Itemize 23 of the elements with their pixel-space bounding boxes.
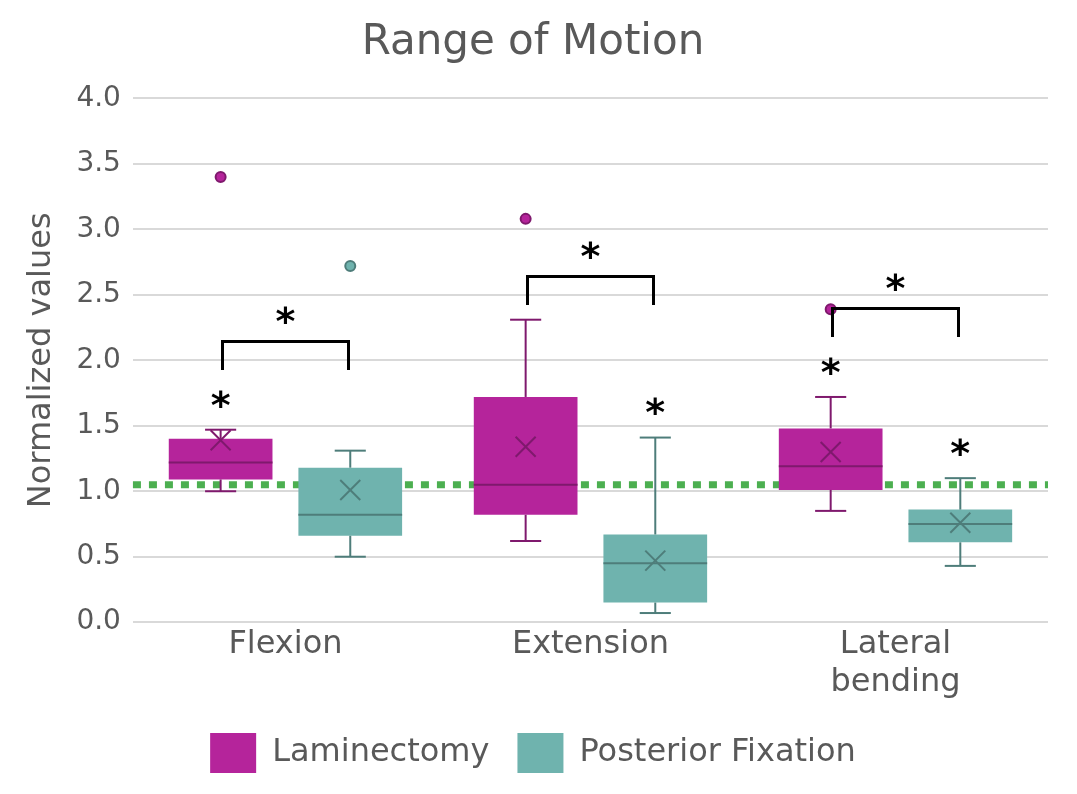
annotation: * (275, 298, 296, 343)
legend-label: Laminectomy (272, 731, 490, 770)
annotation: * (820, 349, 841, 394)
y-tick-label: 3.5 (76, 145, 121, 179)
x-tick-label: Lateral bending (830, 622, 961, 700)
y-tick-label: 0.5 (76, 538, 121, 572)
annotation: * (950, 431, 971, 476)
y-tick-label: 2.5 (76, 276, 121, 310)
annotation: * (645, 390, 666, 435)
annotation: * (580, 233, 601, 278)
annotation: * (885, 265, 906, 310)
chart-title: Range of Motion (361, 15, 705, 65)
x-tick-label: Extension (511, 622, 670, 661)
y-tick-label: 0.0 (76, 603, 121, 637)
legend-label: Posterior Fixation (579, 731, 856, 770)
y-axis-title: Normalized values (19, 212, 58, 509)
x-tick-label: Flexion (228, 622, 343, 661)
y-tick-label: 1.0 (76, 472, 121, 506)
annotation: * (210, 382, 231, 427)
y-tick-label: 1.5 (76, 407, 121, 441)
y-tick-label: 3.0 (76, 210, 121, 244)
y-tick-label: 2.0 (76, 341, 121, 375)
y-tick-label: 4.0 (76, 79, 121, 113)
